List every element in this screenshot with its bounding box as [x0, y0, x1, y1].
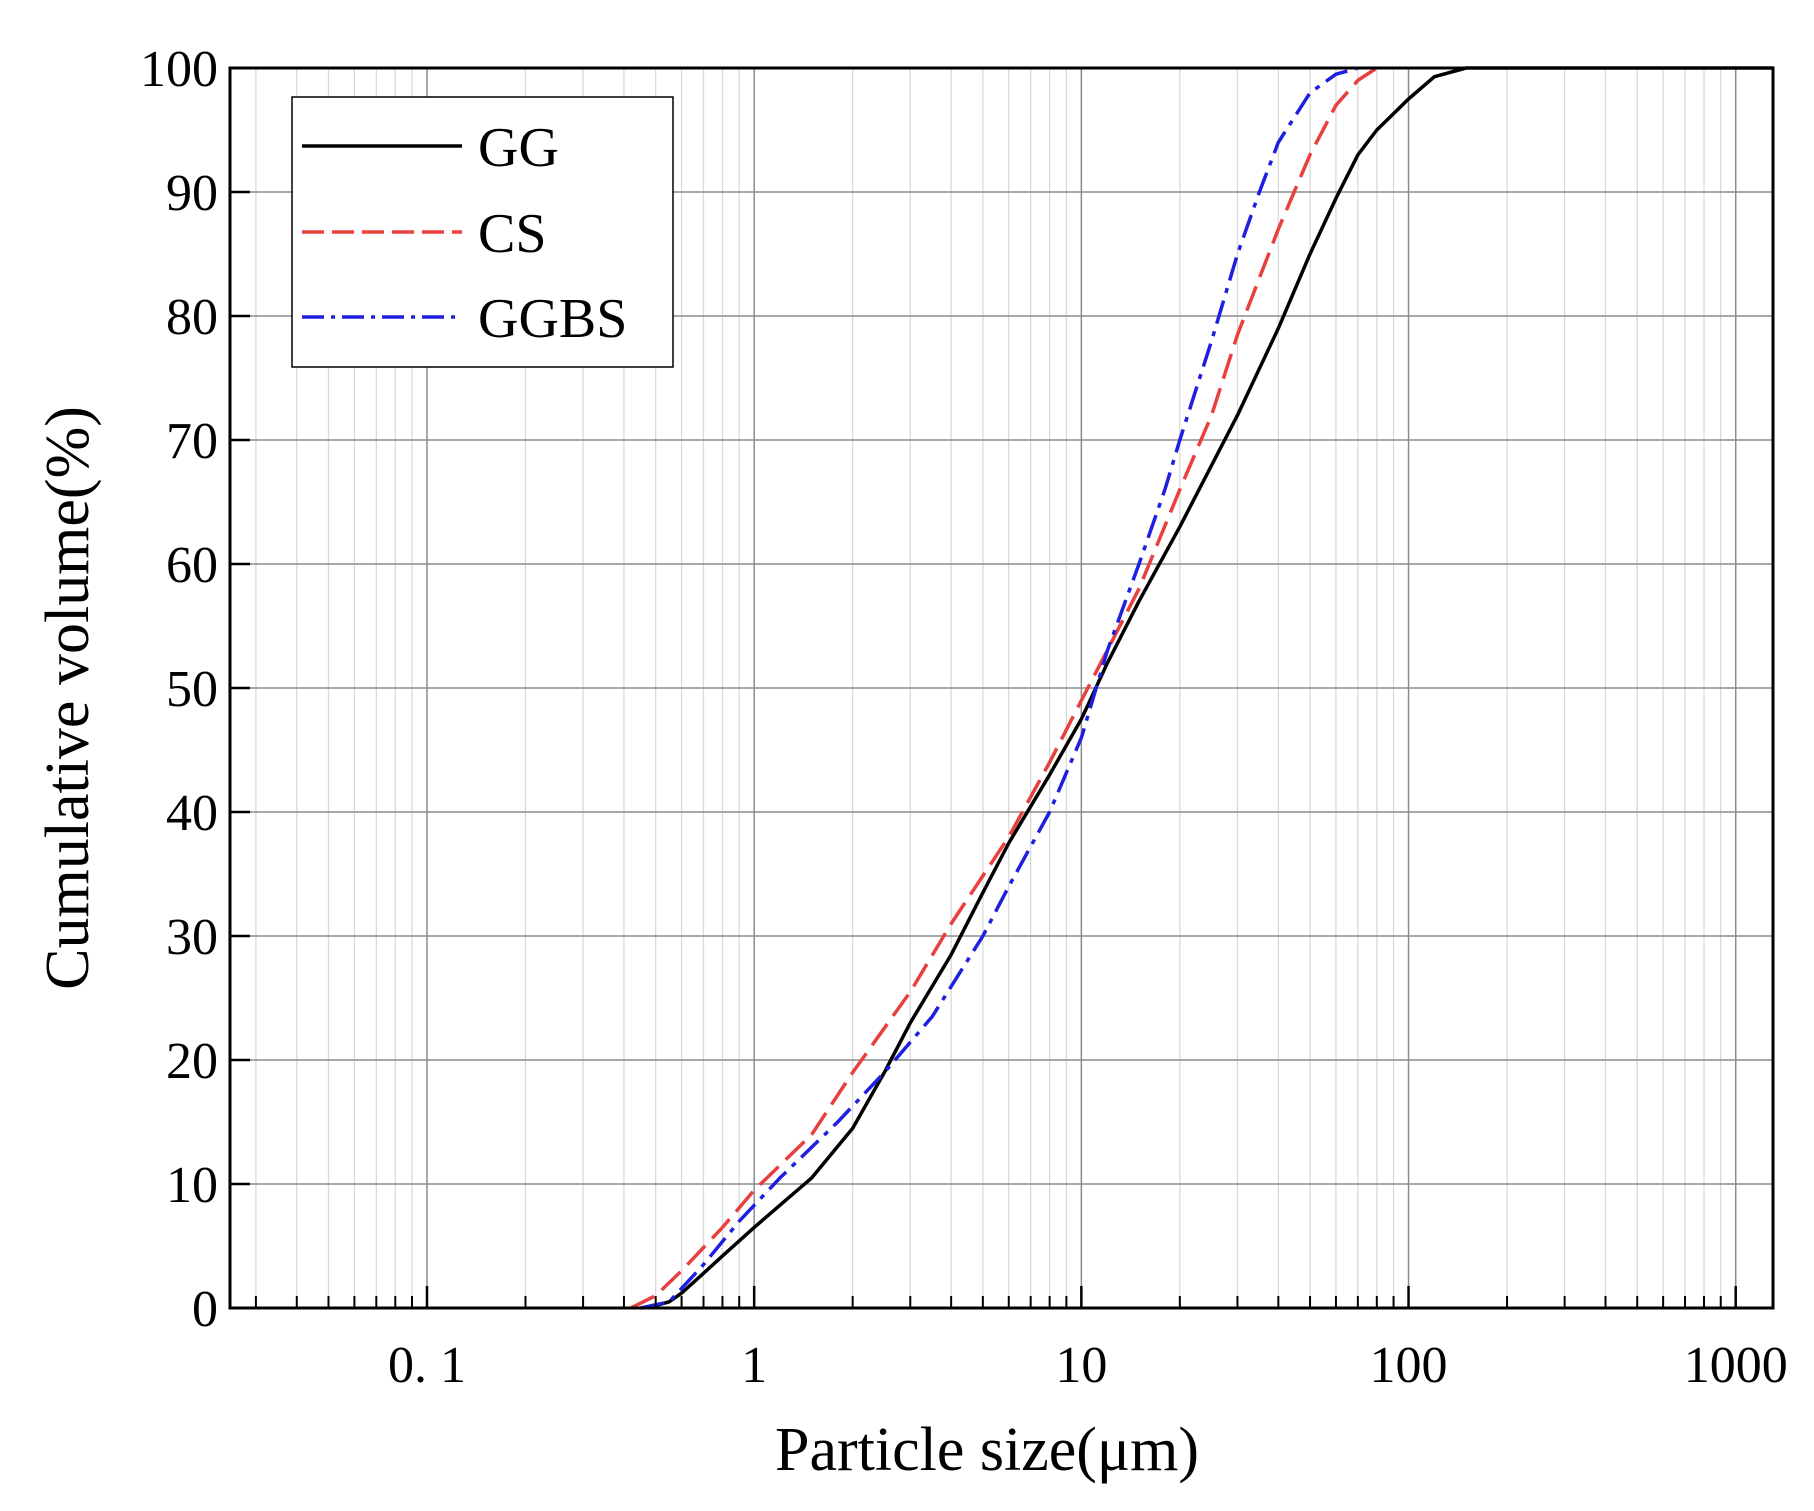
series-line-gg: [640, 66, 1773, 1310]
y-tick-label: 0: [192, 1281, 218, 1338]
legend-label-cs: CS: [478, 203, 547, 265]
legend: GG CS GGBS: [291, 96, 674, 368]
y-tick-label: 20: [166, 1033, 218, 1090]
x-tick-label: 100: [1370, 1337, 1448, 1394]
x-tick-label: 1000: [1684, 1337, 1788, 1394]
y-tick-label: 30: [166, 909, 218, 966]
y-tick-label: 90: [166, 165, 218, 222]
series-line-cs: [630, 66, 1378, 1310]
y-tick-label: 100: [140, 41, 218, 98]
y-tick-label: 40: [166, 785, 218, 842]
y-tick-label: 10: [166, 1157, 218, 1214]
axis-ticks: [230, 66, 1737, 1310]
x-tick-labels: 0. 1 1 10 100 1000: [388, 1337, 1788, 1394]
legend-label-gg: GG: [478, 117, 559, 179]
x-tick-label: 0. 1: [388, 1337, 466, 1394]
x-tick-label: 10: [1055, 1337, 1107, 1394]
series-line-ggbs: [640, 66, 1359, 1310]
series-layer: [630, 66, 1773, 1310]
y-axis-title: Cumulative volume(%): [34, 406, 102, 990]
y-tick-label: 50: [166, 661, 218, 718]
x-axis-title: Particle size(μm): [775, 1416, 1199, 1484]
y-tick-label: 70: [166, 413, 218, 470]
y-tick-label: 80: [166, 289, 218, 346]
y-tick-label: 60: [166, 537, 218, 594]
legend-box: [291, 96, 674, 368]
y-tick-labels: 0 10 20 30 40 50 60 70 80 90 100: [140, 41, 218, 1338]
legend-label-ggbs: GGBS: [478, 288, 627, 350]
x-tick-label: 1: [741, 1337, 767, 1394]
